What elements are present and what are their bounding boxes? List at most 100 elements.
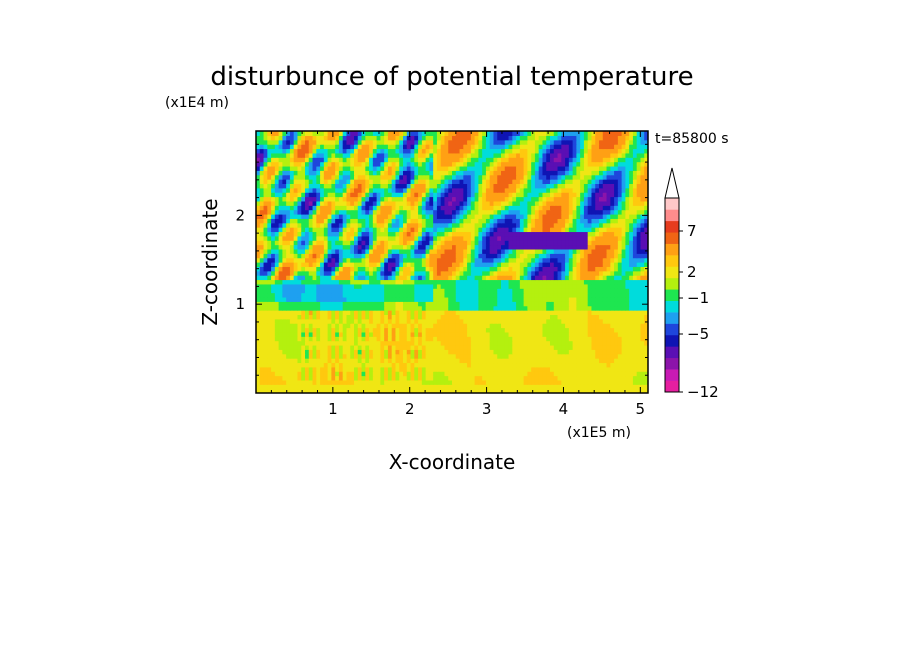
field-cell xyxy=(614,205,619,211)
field-cell xyxy=(406,292,412,298)
field-cell xyxy=(561,331,566,337)
field-cell xyxy=(289,209,295,215)
field-cell xyxy=(282,292,287,298)
field-cell xyxy=(497,266,502,272)
field-cell xyxy=(320,336,325,342)
field-cell xyxy=(350,213,355,219)
field-cell xyxy=(433,379,438,385)
field-cell xyxy=(452,235,457,241)
field-cell xyxy=(632,358,638,364)
field-cell xyxy=(323,358,329,364)
field-cell xyxy=(482,301,487,307)
field-cell xyxy=(467,240,472,246)
field-cell xyxy=(565,275,570,281)
field-cell xyxy=(497,331,502,337)
field-cell xyxy=(478,205,483,211)
field-cell xyxy=(640,275,645,281)
field-cell xyxy=(474,244,479,250)
field-cell xyxy=(644,205,648,211)
field-cell xyxy=(327,266,332,272)
field-cell xyxy=(365,270,370,276)
field-cell xyxy=(625,331,630,337)
field-cell xyxy=(625,384,630,390)
field-cell xyxy=(550,248,555,254)
field-cell xyxy=(478,218,483,224)
field-cell xyxy=(365,305,370,311)
field-cell xyxy=(410,288,415,294)
field-cell xyxy=(433,213,438,219)
field-cell xyxy=(519,292,525,298)
field-cell xyxy=(263,179,268,184)
field-cell xyxy=(497,213,502,219)
field-cell xyxy=(587,292,593,298)
field-cell xyxy=(625,266,630,272)
field-cell xyxy=(259,371,265,377)
field-cell xyxy=(568,353,574,359)
field-cell xyxy=(599,209,604,215)
field-cell xyxy=(602,362,608,368)
field-cell xyxy=(580,327,585,333)
field-cell xyxy=(527,262,532,267)
field-cell xyxy=(467,235,472,241)
field-cell xyxy=(391,301,397,307)
field-cell xyxy=(489,331,495,337)
field-cell xyxy=(516,231,521,237)
field-cell xyxy=(470,384,476,390)
field-cell xyxy=(470,248,476,254)
field-cell xyxy=(263,331,268,337)
field-cell xyxy=(489,192,495,198)
field-cell xyxy=(602,266,608,272)
field-cell xyxy=(485,358,491,364)
field-cell xyxy=(316,318,321,324)
field-cell xyxy=(542,388,547,393)
field-cell xyxy=(519,192,525,198)
field-cell xyxy=(391,187,397,193)
field-cell xyxy=(271,349,276,355)
field-cell xyxy=(531,222,536,228)
field-cell xyxy=(553,248,559,254)
field-cell xyxy=(580,231,585,237)
field-cell xyxy=(644,353,648,359)
field-cell xyxy=(414,257,419,263)
field-cell xyxy=(387,305,393,311)
field-cell xyxy=(474,205,479,211)
field-cell xyxy=(538,362,544,368)
field-cell xyxy=(387,283,393,289)
field-cell xyxy=(636,375,642,381)
field-cell xyxy=(335,301,340,307)
field-cell xyxy=(519,196,525,202)
field-cell xyxy=(572,183,577,189)
field-cell xyxy=(459,283,464,289)
field-cell xyxy=(504,305,510,311)
field-cell xyxy=(591,384,596,390)
field-cell xyxy=(421,310,427,315)
field-cell xyxy=(523,375,528,381)
field-cell xyxy=(263,196,268,202)
field-cell xyxy=(599,362,604,368)
field-cell xyxy=(384,231,389,237)
field-cell xyxy=(455,318,461,324)
field-cell xyxy=(361,283,366,289)
field-cell xyxy=(587,227,593,233)
field-cell xyxy=(301,253,306,259)
field-cell xyxy=(523,270,528,276)
field-cell xyxy=(625,327,630,333)
field-cell xyxy=(425,279,430,285)
field-cell xyxy=(485,235,491,241)
field-cell xyxy=(550,353,555,359)
field-cell xyxy=(478,192,483,198)
field-cell xyxy=(282,192,287,198)
field-cell xyxy=(455,222,461,228)
field-cell xyxy=(561,209,566,215)
field-cell xyxy=(301,283,306,289)
field-cell xyxy=(640,336,645,342)
field-cell xyxy=(335,205,340,211)
field-cell xyxy=(305,283,310,289)
field-cell xyxy=(387,349,393,355)
field-cell xyxy=(338,200,344,206)
field-cell xyxy=(259,292,265,298)
field-cell xyxy=(493,292,498,298)
field-cell xyxy=(384,209,389,215)
field-cell xyxy=(587,340,593,346)
field-cell xyxy=(519,340,525,346)
